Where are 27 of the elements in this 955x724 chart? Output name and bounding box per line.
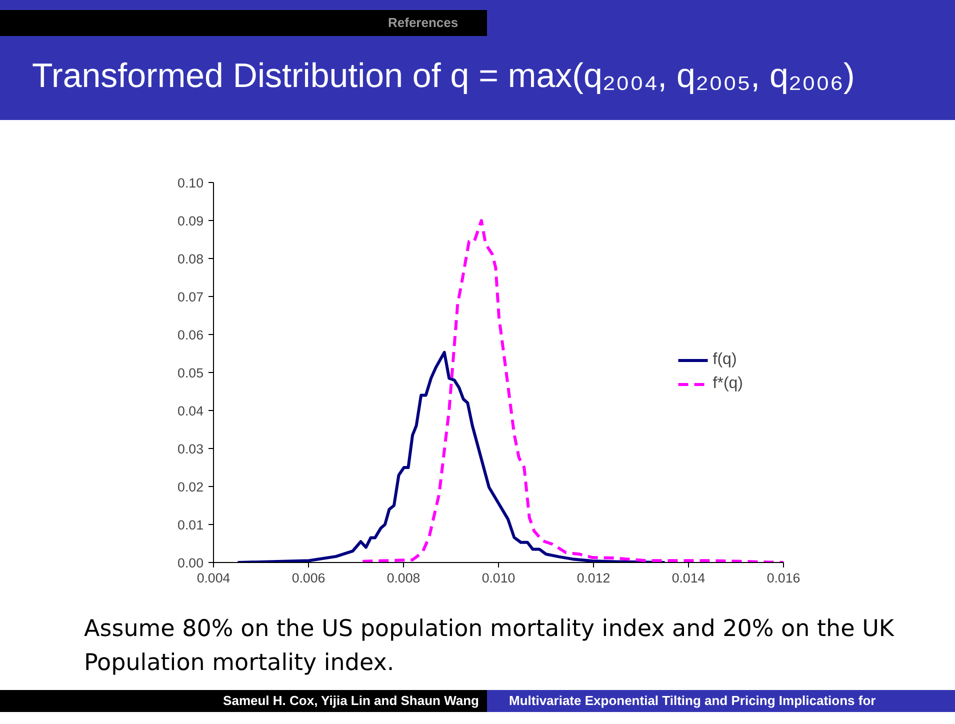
y-tick-label: 0.01: [178, 518, 204, 532]
y-tick-label: 0.08: [178, 252, 204, 266]
y-tick-label: 0.09: [178, 214, 204, 228]
y-tick-label: 0.06: [178, 328, 204, 342]
legend-label: f*(q): [712, 375, 743, 393]
x-tick-label: 0.010: [482, 570, 516, 586]
x-tick-label: 0.012: [576, 570, 610, 586]
y-tick-label: 0.02: [178, 480, 204, 494]
text: References: [388, 14, 458, 32]
y-tick-label: 0.04: [178, 404, 204, 418]
x-tick-label: 0.014: [672, 570, 706, 586]
x-tick-label: 0.008: [386, 570, 420, 586]
text: Assume 80% on the US population mortality index and 20% on the UK Population mortality index.: [83, 615, 896, 678]
chart-title: Transformed Distribution of q = max(q₂₀₀₄, q₂₀₀₅, q₂₀₀₆): [32, 56, 855, 97]
y-tick-label: 0.10: [178, 176, 204, 190]
text: Sameul H. Cox, Yijia Lin and Shaun Wang: [223, 693, 480, 708]
y-tick-label: 0.05: [178, 366, 204, 380]
line-series: [236, 350, 666, 562]
x-tick-label: 0.016: [766, 570, 800, 586]
x-tick-label: 0.004: [196, 570, 231, 586]
line-series: [361, 219, 784, 562]
y-tick-label: 0.00: [178, 556, 204, 570]
text: Multivariate Exponential Tilting and Pricing Implications for: [508, 693, 876, 708]
legend-label: f(q): [712, 351, 737, 369]
x-tick-label: 0.006: [292, 570, 326, 586]
y-tick-label: 0.03: [178, 442, 204, 456]
y-tick-label: 0.07: [178, 290, 204, 304]
